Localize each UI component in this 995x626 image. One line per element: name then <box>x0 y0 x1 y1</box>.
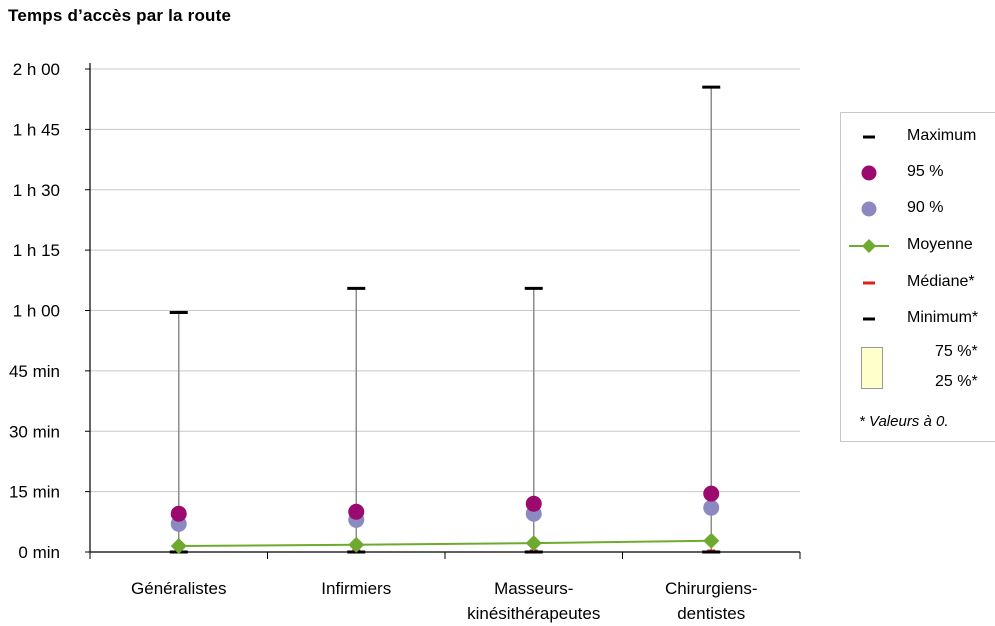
p95-marker-icon <box>861 165 877 181</box>
moyenne-point <box>703 532 720 549</box>
x-category-label: dentistes <box>677 604 745 623</box>
legend-label-moyenne: Moyenne <box>907 236 973 253</box>
moyenne-point <box>170 537 187 554</box>
legend-label-p95: 95 % <box>907 163 944 180</box>
y-tick-label: 1 h 45 <box>13 120 60 139</box>
legend-label-minimum: Minimum* <box>907 309 979 326</box>
p95-point <box>170 505 187 522</box>
y-tick-label: 2 h 00 <box>13 60 60 79</box>
y-tick-label: 15 min <box>9 483 60 502</box>
x-category-label: Chirurgiens- <box>665 579 758 598</box>
p90-point <box>703 499 720 516</box>
x-category-label: Masseurs- <box>494 579 573 598</box>
moyenne-point <box>348 536 365 553</box>
legend-label-mediane: Médiane* <box>907 273 975 290</box>
legend-item-mediane: Médiane* <box>841 271 995 295</box>
legend-label-p90: 90 % <box>907 199 944 216</box>
y-tick-label: 30 min <box>9 422 60 441</box>
legend-item-p90: 90 % <box>841 197 995 221</box>
moyenne-marker-icon <box>849 239 889 253</box>
x-category-label: Infirmiers <box>321 579 391 598</box>
y-tick-label: 45 min <box>9 362 60 381</box>
y-tick-label: 1 h 30 <box>13 181 60 200</box>
legend-item-p95: 95 % <box>841 161 995 185</box>
p90-marker-icon <box>861 201 877 217</box>
legend-item-minimum: Minimum* <box>841 307 995 331</box>
legend-label-maximum: Maximum <box>907 127 977 144</box>
chart-title: Temps d’accès par la route <box>8 6 232 25</box>
moyenne-point <box>525 535 542 552</box>
mediane-marker-icon <box>863 281 875 285</box>
x-category-label: kinésithérapeutes <box>467 604 600 623</box>
maximum-marker-icon <box>863 135 875 139</box>
y-tick-label: 0 min <box>18 543 60 562</box>
legend-item-maximum: Maximum <box>841 125 995 149</box>
moyenne-line <box>178 539 712 547</box>
legend-note: * Valeurs à 0. <box>859 413 949 430</box>
legend-item-moyenne: Moyenne <box>841 234 995 258</box>
p95-point <box>348 503 365 520</box>
y-tick-label: 1 h 00 <box>13 302 60 321</box>
p95-point <box>703 485 720 502</box>
legend-label-box-bottom: 25 %* <box>935 373 978 390</box>
legend-label-box-top: 75 %* <box>935 343 978 360</box>
p95-point <box>525 495 542 512</box>
box-marker-icon <box>861 347 883 389</box>
y-tick-label: 1 h 15 <box>13 241 60 260</box>
x-category-label: Généralistes <box>131 579 226 598</box>
minimum-marker-icon <box>863 317 875 321</box>
legend: Maximum 95 % 90 % Moyenne Médiane* Minim… <box>840 112 995 442</box>
